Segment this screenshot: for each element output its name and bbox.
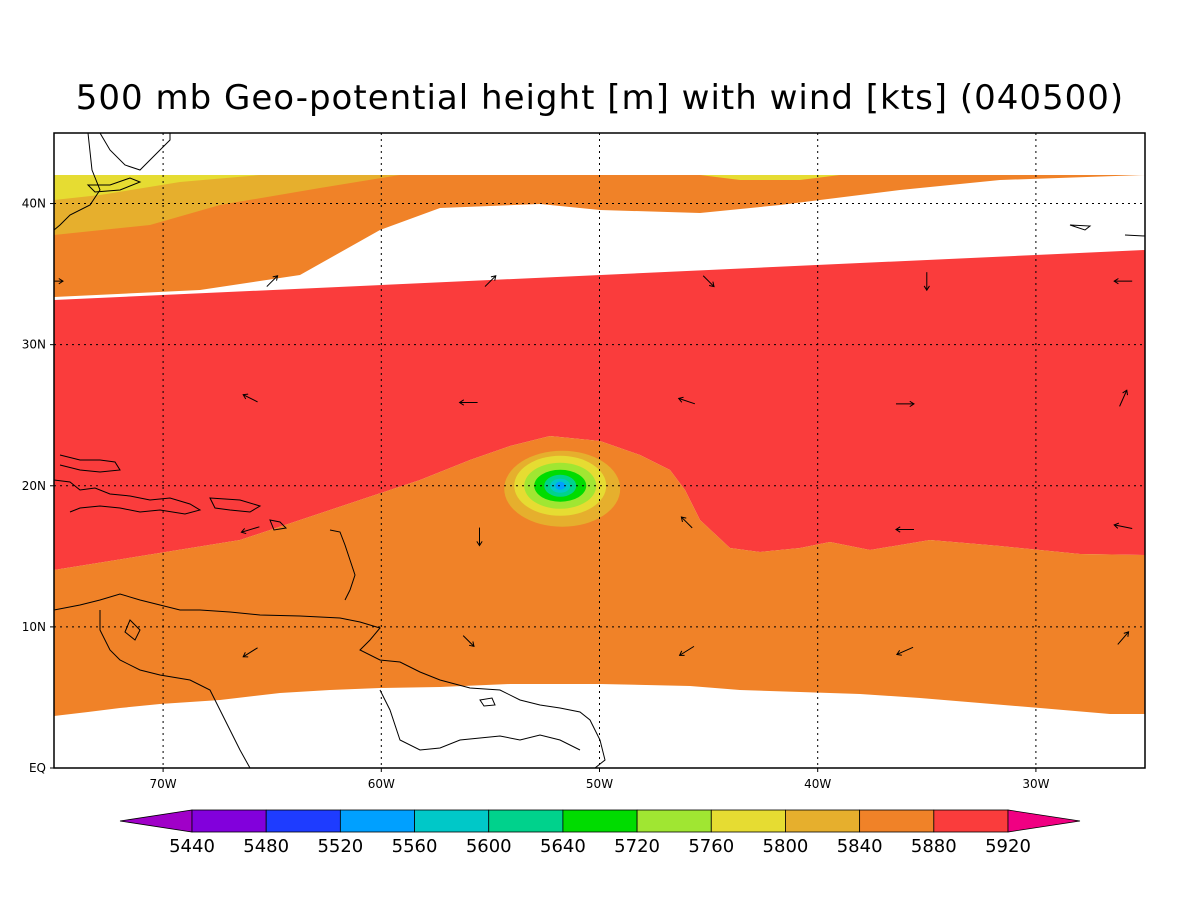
coastline-11 [479, 697, 496, 707]
colorbar-box [859, 809, 935, 833]
wind-arrow [1113, 278, 1133, 285]
coastline-0 [54, 133, 101, 231]
coastline-6 [269, 519, 288, 531]
colorbar-box [191, 809, 267, 833]
wind-arrow [458, 399, 478, 406]
wind-arrow [1117, 631, 1130, 645]
latitude-ticks: 40N 30N 20N 10N EQ [22, 197, 54, 775]
wind-arrow [240, 526, 260, 535]
lat-tick-label: 10N [22, 620, 46, 634]
colorbar-box [710, 809, 786, 833]
colorbar-label: 5640 [540, 836, 586, 857]
colorbar-box [933, 809, 1009, 833]
lon-tick-label: 60W [368, 777, 395, 791]
colorbar-box [488, 809, 564, 833]
wind-arrow [677, 396, 696, 405]
colorbar-triangle-low [119, 809, 193, 833]
lon-tick-label: 30W [1022, 777, 1049, 791]
vortex-ring-6 [555, 481, 566, 490]
coastline-1 [99, 133, 171, 171]
colorbar-label: 5560 [392, 836, 438, 857]
coastline-12 [329, 529, 356, 601]
coastline-3 [54, 479, 202, 515]
colorbar-label: 5920 [985, 836, 1031, 857]
wind-arrow [1119, 389, 1129, 407]
coastlines [54, 133, 1145, 768]
colorbar-triangle-high [1007, 809, 1081, 833]
coastline-4 [59, 454, 121, 473]
wind-arrow [895, 400, 915, 408]
lat-tick-label: EQ [29, 761, 46, 775]
wind-arrow [476, 527, 483, 547]
colorbar-box [339, 809, 415, 833]
colorbar-label: 5760 [688, 836, 734, 857]
coastline-5 [209, 497, 262, 513]
coastline-13 [1069, 224, 1092, 231]
coastline-14 [1124, 234, 1145, 237]
colorbar-box [414, 809, 490, 833]
coastline-2 [86, 177, 142, 193]
wind-arrow [923, 272, 930, 292]
colorbar-box [636, 809, 712, 833]
height-band-5800 [54, 175, 260, 200]
lon-tick-label: 50W [586, 777, 613, 791]
colorbar: 5440 5480 5520 5560 5600 5640 5720 5760 5800 5840… [119, 809, 1081, 857]
colorbar-label: 5880 [911, 836, 957, 857]
colorbar-label: 5480 [243, 836, 289, 857]
colorbar-label: 5720 [614, 836, 660, 857]
wind-arrow [484, 275, 497, 287]
wind-arrow [895, 526, 914, 533]
wind-arrow [680, 516, 693, 529]
height-band-5840 [54, 175, 400, 235]
coastline-9 [124, 619, 141, 641]
colorbar-box [265, 809, 341, 833]
wind-arrow [1113, 522, 1133, 529]
lon-tick-label: 70W [150, 777, 177, 791]
height-band-5880-south [54, 436, 1145, 716]
lat-tick-label: 40N [22, 197, 46, 211]
coastline-7 [54, 593, 606, 768]
wind-arrow [242, 647, 258, 658]
lat-tick-label: 20N [22, 479, 46, 493]
wind-arrow [242, 393, 258, 403]
colorbar-label: 5600 [466, 836, 512, 857]
lat-tick-label: 30N [22, 338, 46, 352]
colorbar-box [785, 809, 861, 833]
longitude-ticks: 70W 60W 50W 40W 30W [150, 768, 1050, 791]
wind-arrow [678, 645, 695, 656]
colorbar-label: 5520 [317, 836, 363, 857]
coastline-8 [99, 610, 251, 768]
plot-area [54, 133, 1145, 768]
colorbar-box [562, 809, 638, 833]
wind-arrow [266, 275, 279, 287]
lon-tick-label: 40W [804, 777, 831, 791]
wind-arrow [702, 275, 715, 288]
wind-arrow [462, 635, 475, 648]
height-band-5880-north [54, 175, 1145, 297]
colorbar-label: 5440 [169, 836, 215, 857]
grid-lines [54, 133, 1145, 768]
wind-arrow [896, 646, 914, 656]
map-title: 500 mb Geo-potential height [m] with win… [75, 78, 1125, 118]
colorbar-label: 5800 [763, 836, 809, 857]
colorbar-label: 5840 [837, 836, 883, 857]
height-band-5800-top [700, 175, 840, 180]
wind-arrow [54, 278, 64, 285]
wind-vectors [54, 272, 1133, 658]
coastline-10 [379, 689, 581, 751]
